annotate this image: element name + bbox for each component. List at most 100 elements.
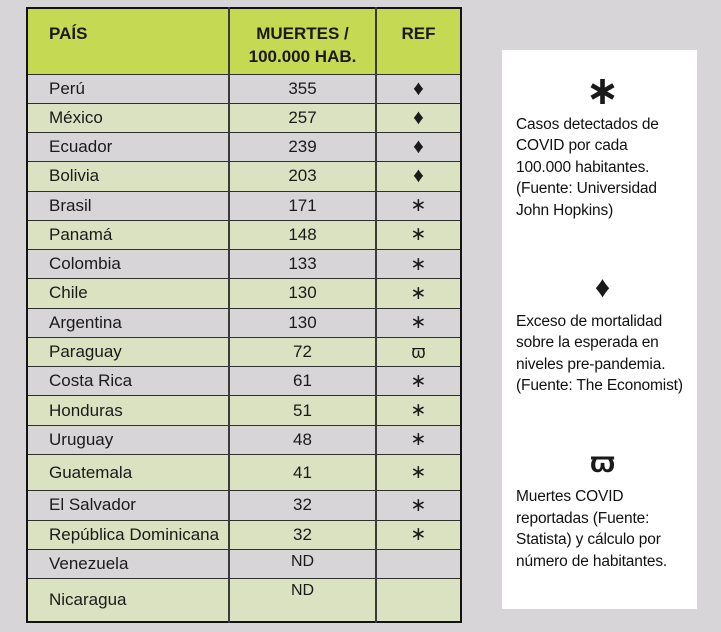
table-row: Guatemala 41 ∗ <box>27 453 461 491</box>
ref-cell: ∗ <box>375 278 461 309</box>
data-table: PAÍS MUERTES / 100.000 HAB. REF Perú 355 ♦… <box>26 7 462 623</box>
asterisk-icon: ∗ <box>410 524 427 546</box>
asterisk-icon: ∗ <box>410 282 427 304</box>
table-row: Perú 355 ♦ <box>27 73 461 104</box>
country-cell: Venezuela <box>27 548 229 579</box>
country-cell: Nicaragua <box>27 578 229 622</box>
legend-item: ♦ Exceso de mortalidad sobre la esperada … <box>516 265 689 397</box>
asterisk-icon: ∗ <box>410 462 427 484</box>
col-header-ref: REF <box>375 8 461 74</box>
value-cell: 203 <box>228 161 376 192</box>
ref-cell <box>375 548 461 579</box>
header-row: PAÍS MUERTES / 100.000 HAB. REF <box>27 8 461 74</box>
value-cell: 48 <box>228 424 376 455</box>
diamond-icon: ♦ <box>413 105 424 129</box>
table-row: Colombia 133 ∗ <box>27 249 461 279</box>
table-row: Brasil 171 ∗ <box>27 190 461 221</box>
value-cell: 61 <box>228 366 376 396</box>
value-cell: 32 <box>228 490 376 521</box>
covid-deaths-table: PAÍS MUERTES / 100.000 HAB. REF Perú 355 ♦… <box>26 7 462 623</box>
legend-panel: ∗ Casos detectados de COVID por cada 100.… <box>502 50 697 609</box>
asterisk-icon: ∗ <box>410 400 427 422</box>
asterisk-icon: ∗ <box>410 224 427 246</box>
value-cell: 355 <box>228 73 376 104</box>
table-row: Argentina 130 ∗ <box>27 307 461 338</box>
value-cell: ND <box>228 578 376 622</box>
legend-text: Casos detectados de COVID por cada 100.0… <box>516 116 659 219</box>
table-row: Chile 130 ∗ <box>27 278 461 309</box>
table-row: República Dominicana 32 ∗ <box>27 519 461 550</box>
ref-cell: ♦ <box>375 102 461 133</box>
table-row: Bolivia 203 ♦ <box>27 161 461 192</box>
asterisk-icon: ∗ <box>585 69 620 113</box>
country-cell: Chile <box>27 278 229 309</box>
asterisk-icon: ∗ <box>410 253 427 275</box>
ref-cell <box>375 578 461 622</box>
value-cell: 41 <box>228 453 376 491</box>
ref-cell: ♦ <box>375 132 461 162</box>
country-cell: Uruguay <box>27 424 229 455</box>
ref-cell: ♦ <box>375 161 461 192</box>
country-cell: República Dominicana <box>27 519 229 550</box>
country-cell: México <box>27 102 229 133</box>
asterisk-icon: ∗ <box>410 312 427 334</box>
country-cell: El Salvador <box>27 490 229 521</box>
value-cell: 130 <box>228 278 376 309</box>
ref-cell: ∗ <box>375 249 461 279</box>
country-cell: Colombia <box>27 249 229 279</box>
country-cell: Bolivia <box>27 161 229 192</box>
value-cell: ND <box>228 548 376 579</box>
diamond-icon: ♦ <box>594 270 611 304</box>
asterisk-icon: ∗ <box>410 429 427 451</box>
country-cell: Ecuador <box>27 132 229 162</box>
ref-cell: ∗ <box>375 424 461 455</box>
value-cell: 148 <box>228 219 376 250</box>
table-row: El Salvador 32 ∗ <box>27 490 461 521</box>
asterisk-icon: ∗ <box>410 494 427 516</box>
asterisk-icon: ∗ <box>410 195 427 217</box>
legend-text: Muertes COVID reportadas (Fuente: Statis… <box>516 488 668 570</box>
value-cell: 51 <box>228 395 376 426</box>
col-header-pais: PAÍS <box>49 24 88 43</box>
country-cell: Guatemala <box>27 453 229 491</box>
table-row: México 257 ♦ <box>27 102 461 133</box>
table-row: Uruguay 48 ∗ <box>27 424 461 455</box>
ref-cell: ∗ <box>375 366 461 396</box>
value-cell: 171 <box>228 190 376 221</box>
diamond-icon: ♦ <box>413 76 424 100</box>
ref-cell: ∗ <box>375 190 461 221</box>
table-row: Honduras 51 ∗ <box>27 395 461 426</box>
ref-cell: ∗ <box>375 490 461 521</box>
varpi-icon: ϖ <box>411 341 426 362</box>
country-cell: Paraguay <box>27 336 229 367</box>
table-body: Perú 355 ♦ México 257 ♦ Ecuador 239 ♦ Bolivia 203 ♦… <box>27 73 461 622</box>
legend-text: Exceso de mortalidad sobre la esperada e… <box>516 312 683 394</box>
asterisk-icon: ∗ <box>410 370 427 392</box>
country-cell: Costa Rica <box>27 366 229 396</box>
country-cell: Brasil <box>27 190 229 221</box>
value-cell: 239 <box>228 132 376 162</box>
country-cell: Perú <box>27 73 229 104</box>
col-header-muertes: MUERTES / 100.000 HAB. <box>228 8 376 74</box>
country-cell: Honduras <box>27 395 229 426</box>
value-cell: 257 <box>228 102 376 133</box>
table-row: Panamá 148 ∗ <box>27 219 461 250</box>
table-row: Paraguay 72 ϖ <box>27 336 461 367</box>
table-row: Ecuador 239 ♦ <box>27 132 461 162</box>
diamond-icon: ♦ <box>413 164 424 188</box>
table-row: Venezuela ND <box>27 548 461 579</box>
legend-item: ϖ Muertes COVID reportadas (Fuente: Stati… <box>516 440 689 572</box>
ref-cell: ∗ <box>375 519 461 550</box>
diamond-icon: ♦ <box>413 135 424 159</box>
legend-item: ∗ Casos detectados de COVID por cada 100.… <box>516 68 689 221</box>
value-cell: 130 <box>228 307 376 338</box>
ref-cell: ∗ <box>375 219 461 250</box>
varpi-icon: ϖ <box>589 446 616 480</box>
table-row: Costa Rica 61 ∗ <box>27 366 461 396</box>
value-cell: 72 <box>228 336 376 367</box>
ref-cell: ∗ <box>375 453 461 491</box>
value-cell: 32 <box>228 519 376 550</box>
ref-cell: ♦ <box>375 73 461 104</box>
country-cell: Argentina <box>27 307 229 338</box>
country-cell: Panamá <box>27 219 229 250</box>
